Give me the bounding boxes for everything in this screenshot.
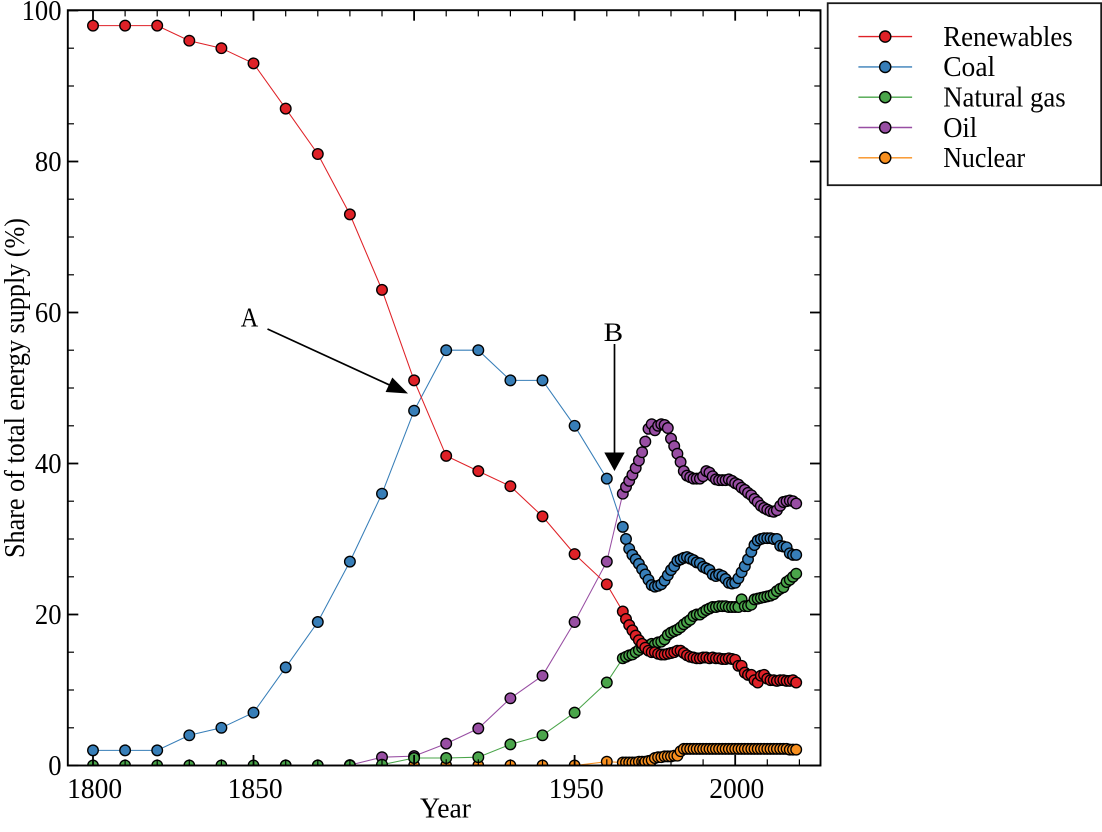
svg-text:1850: 1850 bbox=[228, 773, 283, 805]
svg-text:80: 80 bbox=[35, 146, 62, 178]
svg-text:Share of total energy supply (: Share of total energy supply (%) bbox=[0, 218, 31, 558]
svg-text:0: 0 bbox=[48, 750, 61, 782]
svg-text:Year: Year bbox=[420, 793, 471, 825]
svg-text:2000: 2000 bbox=[709, 773, 764, 805]
svg-text:Oil: Oil bbox=[943, 112, 977, 144]
svg-text:Natural gas: Natural gas bbox=[943, 82, 1065, 114]
svg-text:100: 100 bbox=[22, 0, 62, 27]
svg-text:1950: 1950 bbox=[549, 773, 604, 805]
svg-text:Coal: Coal bbox=[943, 51, 995, 83]
svg-text:Renewables: Renewables bbox=[943, 21, 1072, 53]
svg-text:1800: 1800 bbox=[67, 773, 122, 805]
svg-text:Nuclear: Nuclear bbox=[943, 142, 1025, 174]
svg-text:B: B bbox=[604, 317, 624, 347]
svg-text:60: 60 bbox=[35, 297, 62, 329]
svg-text:40: 40 bbox=[35, 448, 62, 480]
svg-text:A: A bbox=[241, 301, 259, 332]
svg-text:20: 20 bbox=[35, 599, 62, 631]
